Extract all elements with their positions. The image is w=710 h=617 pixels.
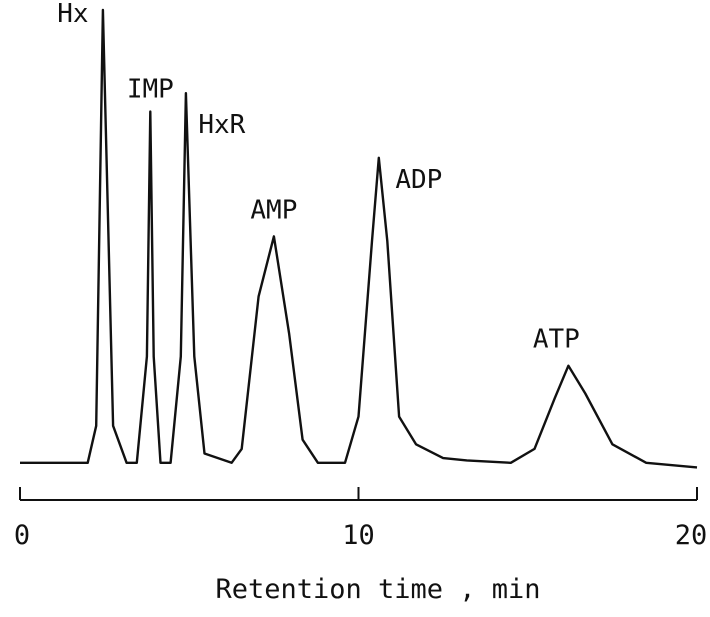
peak-labels: Hx IMP HxR AMP ADP ATP bbox=[57, 0, 580, 355]
peak-label-imp: IMP bbox=[127, 75, 174, 105]
peak-label-amp: AMP bbox=[250, 195, 297, 225]
x-axis-ticks: 0 10 20 bbox=[14, 487, 707, 551]
chromatogram-trace bbox=[20, 8, 698, 469]
peak-label-hx: Hx bbox=[57, 0, 88, 29]
x-tick-label: 20 bbox=[675, 520, 708, 551]
peak-label-atp: ATP bbox=[533, 325, 580, 355]
peak-label-adp: ADP bbox=[395, 165, 442, 195]
peak-label-hxr: HxR bbox=[198, 110, 245, 140]
x-axis-title: Retention time , min bbox=[215, 574, 540, 605]
x-tick-label: 0 bbox=[14, 520, 30, 551]
x-tick-label: 10 bbox=[342, 520, 375, 551]
